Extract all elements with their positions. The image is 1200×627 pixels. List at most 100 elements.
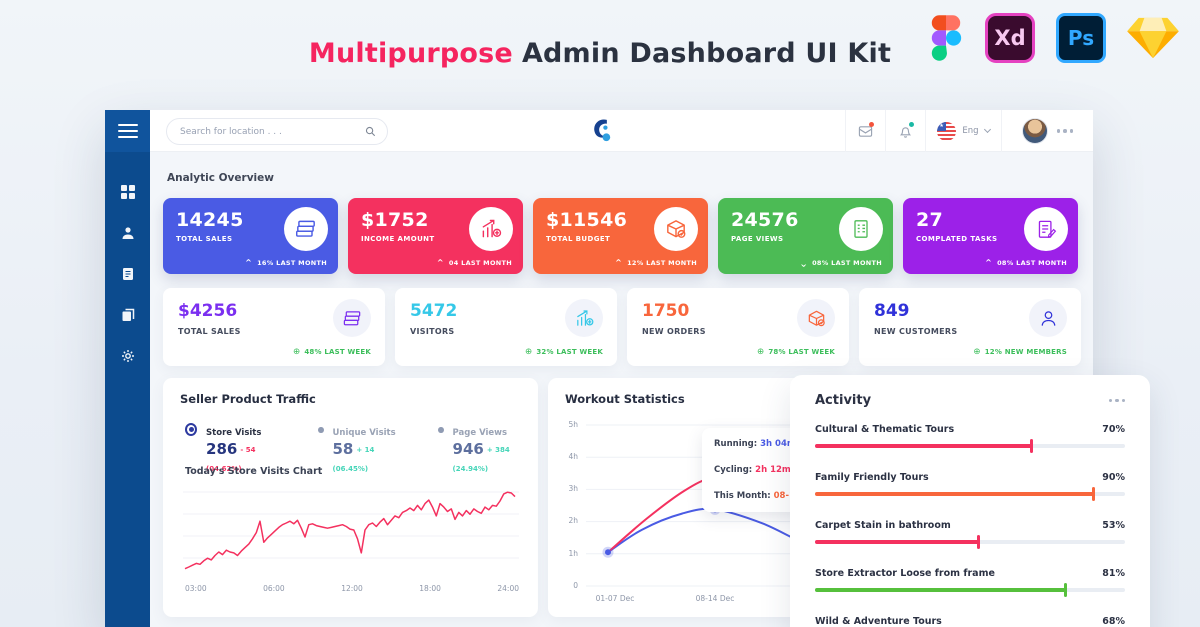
metric-delta: + 384 (24.94%) [452, 446, 510, 473]
photoshop-icon: Ps [1056, 13, 1106, 63]
x-tick: 01-07 Dec [595, 594, 635, 603]
progress-slider[interactable] [815, 583, 1125, 597]
sidebar-nav [105, 110, 150, 627]
mini-card-new-orders: 1750 NEW ORDERS ⊕ 78% LAST WEEK [627, 288, 849, 366]
messages-button[interactable] [845, 110, 885, 152]
mini-stat-text: 12% NEW MEMBERS [984, 348, 1067, 356]
x-tick: 06:00 [263, 584, 285, 593]
figma-icon [928, 12, 964, 64]
metric-value: 946 + 384 (24.94%) [452, 440, 510, 473]
activity-percent: 90% [1102, 472, 1125, 483]
metric-unique-visits[interactable]: Unique Visits 58 + 14 (06.45%) [318, 420, 404, 477]
bell-icon [899, 126, 912, 138]
package-icon [664, 217, 688, 241]
y-tick: 3h [568, 484, 578, 493]
stat-card-page-views: 24576 PAGE VIEWS ^ 08% LAST MONTH [718, 198, 893, 274]
mini-card-new-customers: 849 NEW CUSTOMERS ⊕ 12% NEW MEMBERS [859, 288, 1081, 366]
stat-value: 27 [916, 209, 944, 231]
seller-traffic-panel: Seller Product Traffic Store Visits 286-… [163, 378, 538, 617]
metric-store-visits[interactable]: Store Visits 286- 54 (04.62%) [185, 420, 284, 477]
tooltip-label: This Month: [714, 491, 771, 501]
circled-plus-icon: ⊕ [525, 347, 533, 357]
mini-stat-text: 32% LAST WEEK [536, 348, 603, 356]
stat-card-total-sales: 14245 TOTAL SALES ^ 16% LAST MONTH [163, 198, 338, 274]
more-options-icon[interactable] [1056, 129, 1074, 133]
clipboard-tasks-icon [1034, 217, 1058, 241]
mail-icon [858, 125, 873, 137]
metric-label: Unique Visits [332, 428, 396, 438]
stat-value: $11546 [546, 209, 628, 231]
tooltip-value: 2h 12m [755, 465, 791, 475]
trend-text: 04 LAST MONTH [448, 259, 512, 267]
y-tick: 1h [568, 549, 578, 558]
search-bar[interactable] [166, 118, 388, 145]
adobe-xd-icon: Xd [985, 13, 1035, 63]
user-icon[interactable] [121, 225, 135, 239]
search-icon[interactable] [365, 126, 376, 137]
store-visits-chart-title: Today's Store Visits Chart [185, 466, 323, 477]
activity-label: Carpet Stain in bathroom [815, 520, 951, 531]
trend-text: 12% LAST MONTH [627, 259, 697, 267]
mini-stat-text: 78% LAST WEEK [768, 348, 835, 356]
ps-label: Ps [1067, 26, 1095, 50]
mini-card-total-sales: $4256 TOTAL SALES ⊕ 48% LAST WEEK [163, 288, 385, 366]
activity-item: Cultural & Thematic Tours 70% [815, 424, 1125, 453]
stat-label: TOTAL BUDGET [546, 235, 611, 243]
activity-label: Wild & Adventure Tours [815, 616, 942, 627]
mini-cards-row: $4256 TOTAL SALES ⊕ 48% LAST WEEK 5472 VI… [163, 288, 1081, 366]
stat-label: PAGE VIEWS [731, 235, 784, 243]
trend-up-icon: ^ [985, 258, 993, 267]
stat-card-budget: $11546 TOTAL BUDGET ^ 12% LAST MONTH [533, 198, 708, 274]
progress-slider[interactable] [815, 487, 1125, 501]
activity-percent: 81% [1102, 568, 1125, 579]
x-tick: 03:00 [185, 584, 207, 593]
dot-icon [318, 427, 324, 433]
progress-slider[interactable] [815, 535, 1125, 549]
radio-selected-icon[interactable] [185, 423, 198, 436]
x-tick: 18:00 [419, 584, 441, 593]
trend-text: 08% LAST MONTH [812, 259, 882, 267]
trend-down-icon: ^ [800, 259, 808, 268]
mini-card-visitors: 5472 VISITORS ⊕ 32% LAST WEEK [395, 288, 617, 366]
brand-logo-icon[interactable] [591, 118, 615, 145]
navbar-actions: ★ Eng [845, 110, 1093, 152]
tooltip-value: 08-14 [773, 491, 801, 501]
sketch-icon [1127, 15, 1179, 61]
promo-title-rest: Admin Dashboard UI Kit [521, 38, 892, 69]
stat-value: $1752 [361, 209, 429, 231]
y-tick: 5h [568, 420, 578, 429]
metric-page-views[interactable]: Page Views 946 + 384 (24.94%) [438, 420, 538, 477]
activity-label: Store Extractor Loose from frame [815, 568, 995, 579]
notifications-badge [909, 122, 914, 127]
notifications-button[interactable] [885, 110, 925, 152]
search-input[interactable] [167, 126, 365, 137]
promo-title-highlight: Multipurpose [308, 38, 513, 69]
activity-percent: 53% [1102, 520, 1125, 531]
dashboard-icon[interactable] [120, 184, 135, 199]
language-selector[interactable]: ★ Eng [925, 110, 1001, 152]
menu-toggle-button[interactable] [105, 110, 150, 152]
y-tick: 4h [568, 452, 578, 461]
settings-gear-icon[interactable] [121, 348, 135, 362]
activity-item: Store Extractor Loose from frame 81% [815, 568, 1125, 597]
progress-slider[interactable] [815, 439, 1125, 453]
store-chart-x-axis: 03:00 06:00 12:00 18:00 24:00 [185, 584, 519, 593]
activity-label: Family Friendly Tours [815, 472, 929, 483]
activity-percent: 68% [1102, 616, 1125, 627]
x-tick: 24:00 [497, 584, 519, 593]
more-options-icon[interactable] [1108, 398, 1125, 403]
metric-delta: + 14 (06.45%) [332, 446, 375, 473]
tooltip-label: Cycling: [714, 465, 753, 475]
stat-value: 14245 [176, 209, 244, 231]
user-avatar[interactable] [1021, 118, 1048, 144]
pages-icon[interactable] [121, 307, 135, 321]
stat-card-income: $1752 INCOME AMOUNT ^ 04 LAST MONTH [348, 198, 523, 274]
file-icon[interactable] [121, 266, 135, 280]
trend-up-icon: ^ [615, 258, 623, 267]
stat-value: 24576 [731, 209, 799, 231]
activity-percent: 70% [1102, 424, 1125, 435]
mini-value: $4256 [178, 301, 238, 321]
dot-icon [438, 427, 444, 433]
panel-title: Seller Product Traffic [180, 392, 316, 406]
stat-label: COMPLATED TASKS [916, 235, 998, 243]
